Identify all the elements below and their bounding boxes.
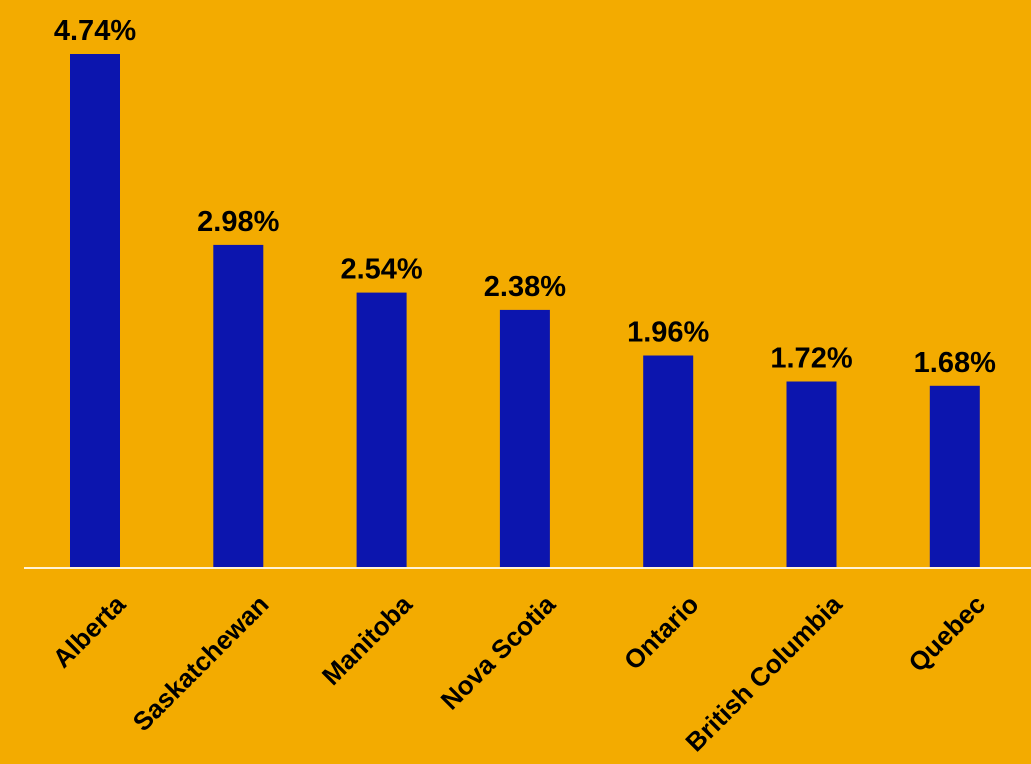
value-label-quebec: 1.68% (914, 347, 996, 379)
value-label-british-columbia: 1.72% (770, 343, 852, 375)
bar-ontario (643, 355, 694, 568)
bar-alberta (70, 54, 120, 568)
value-label-ontario: 1.96% (627, 317, 709, 349)
bar-manitoba (356, 292, 407, 568)
bar-saskatchewan (213, 244, 264, 568)
value-label-manitoba: 2.54% (340, 254, 422, 286)
bar-quebec (929, 385, 980, 568)
value-label-saskatchewan: 2.98% (197, 206, 279, 238)
value-label-nova-scotia: 2.38% (484, 271, 566, 303)
bar-british-columbia (786, 381, 837, 568)
value-labels-group: 4.74% 2.98% 2.54% 2.38% 1.96% 1.72% 1.68% (54, 15, 996, 379)
value-label-alberta: 4.74% (54, 15, 136, 47)
bar-nova-scotia (499, 309, 550, 568)
bars-group (70, 54, 980, 568)
